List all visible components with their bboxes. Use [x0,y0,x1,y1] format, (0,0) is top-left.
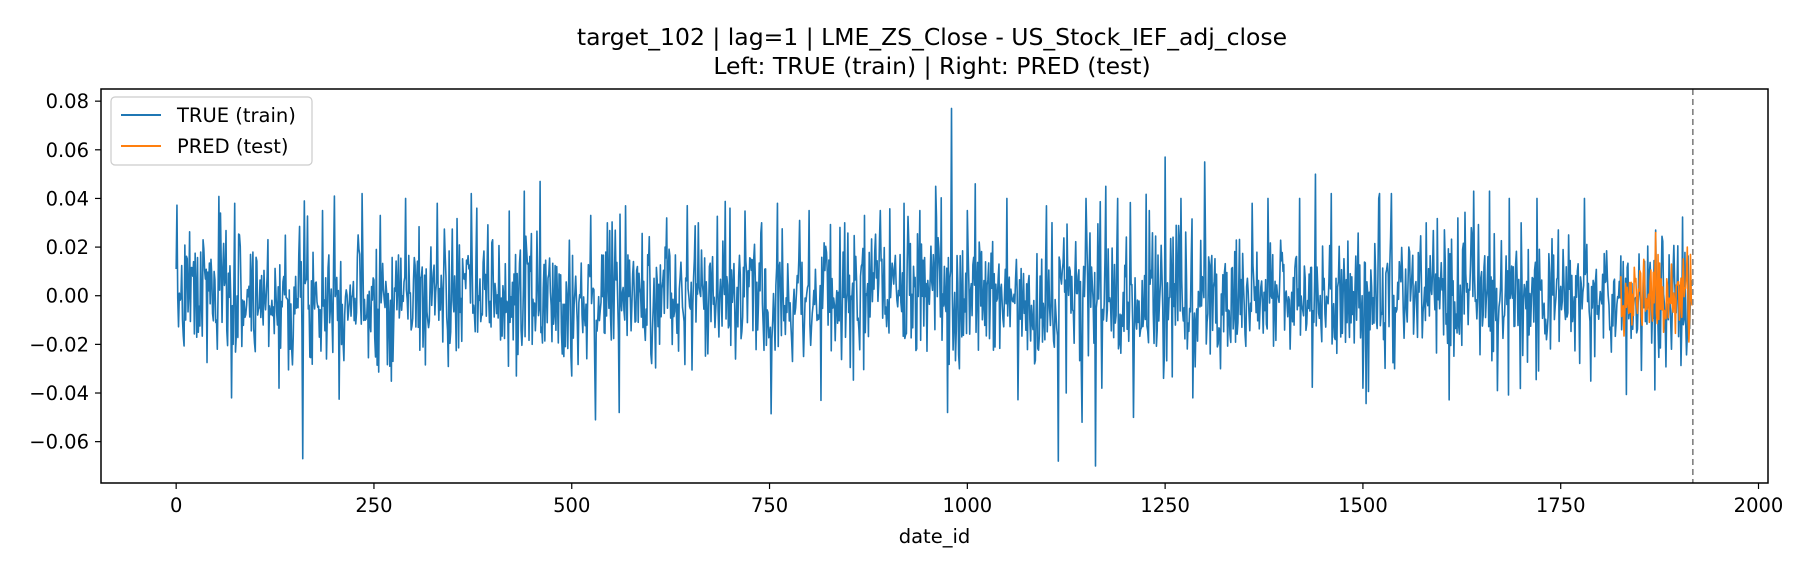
plot-area-frame [100,88,1769,484]
y-tick-label: 0.04 [46,187,89,210]
y-tick-label: 0.06 [46,139,89,162]
x-axis-label: date_id [899,525,971,548]
y-tick-label: 0.08 [46,90,89,113]
y-axis: 0.08 0.06 0.04 0.02 0.00 −0.02 −0.04 −0.06 [29,90,101,454]
x-tick-label: 750 [751,494,788,517]
x-tick-label: 1000 [943,494,993,517]
legend: TRUE (train) PRED (test) [110,96,313,166]
series-line-true-train [175,107,1693,467]
x-tick-label: 1250 [1140,494,1190,517]
y-tick-label: 0.02 [46,236,89,259]
y-tick-label: −0.06 [29,431,89,454]
x-tick-label: 250 [355,494,392,517]
legend-box [110,96,313,166]
x-tick-label: 500 [553,494,590,517]
series-layer [175,107,1693,467]
x-tick-label: 1500 [1338,494,1388,517]
x-tick-label: 2000 [1734,494,1784,517]
legend-label-pred: PRED (test) [177,135,289,158]
chart-title: target_102 | lag=1 | LME_ZS_Close - US_S… [577,23,1287,51]
legend-label-true: TRUE (train) [176,104,296,127]
series-line-pred-test [1620,231,1693,343]
y-tick-label: −0.04 [29,382,89,405]
chart-subtitle: Left: TRUE (train) | Right: PRED (test) [713,52,1150,80]
x-tick-label: 0 [170,494,182,517]
y-tick-label: −0.02 [29,333,89,356]
x-axis: 0 250 500 750 1000 1250 1500 1750 2000 [170,483,1783,517]
y-tick-label: 0.00 [46,285,89,308]
x-tick-label: 1750 [1536,494,1586,517]
